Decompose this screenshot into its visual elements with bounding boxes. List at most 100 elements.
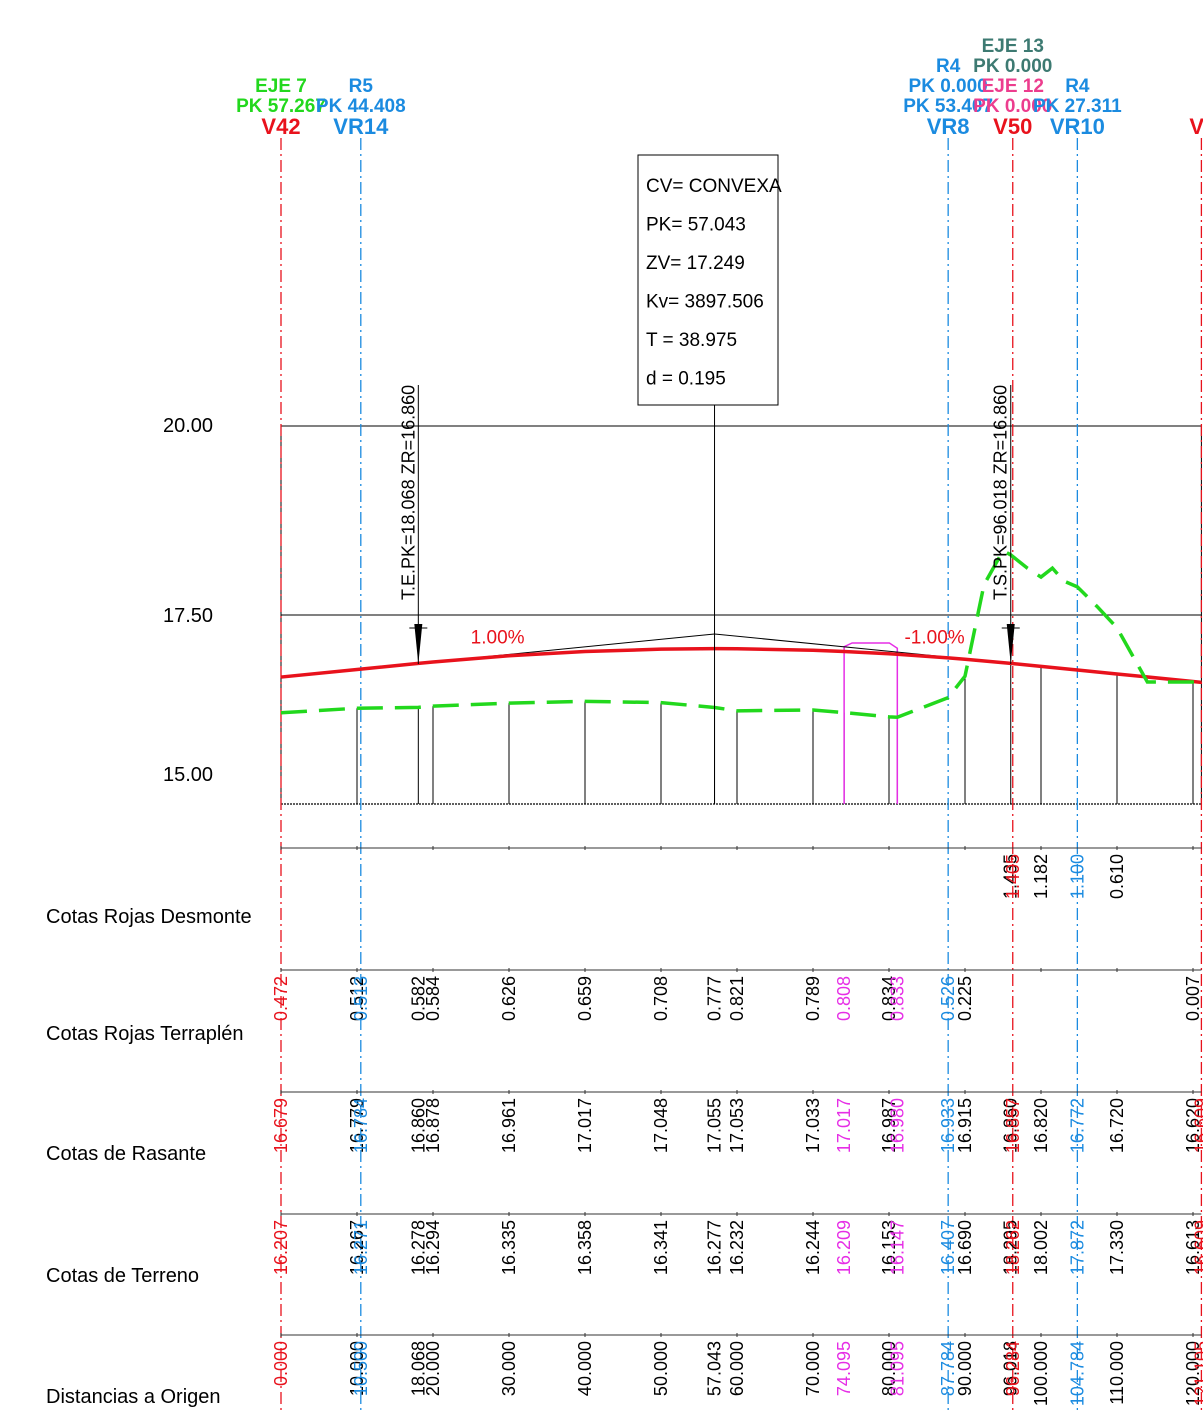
header-1-1: PK 44.408 (316, 96, 406, 117)
header-4-2: VR10 (1050, 114, 1105, 139)
cell-dist-12: 80.000 (879, 1341, 899, 1396)
info-line-0: CV= CONVEXA (646, 176, 782, 197)
cell-dist-7: 50.000 (651, 1341, 671, 1396)
cell-rasante-9: 17.053 (727, 1098, 747, 1153)
cell-desmonte-19: 1.100 (1067, 854, 1087, 899)
row-label-desmonte: Cotas Rojas Desmonte (46, 906, 252, 928)
cell-rasante-0: 16.679 (271, 1098, 291, 1153)
cell-terraplen-3: 0.582 (408, 976, 428, 1021)
header-0-1: PK 57.267 (236, 96, 326, 117)
cell-rasante-10: 17.033 (803, 1098, 823, 1153)
header-4-1: PK 27.311 (1033, 96, 1122, 117)
cell-terraplen-13: 0.833 (887, 976, 907, 1021)
cell-terreno-4: 16.294 (423, 1220, 443, 1275)
cell-terraplen-2: 0.513 (351, 976, 371, 1021)
cell-terraplen-1: 0.512 (347, 976, 367, 1021)
cell-dist-20: 110.000 (1107, 1341, 1127, 1405)
cell-terraplen-9: 0.821 (727, 976, 747, 1021)
row-label-terreno: Cotas de Terreno (46, 1265, 199, 1287)
cell-dist-4: 20.000 (423, 1341, 443, 1396)
cell-dist-22: 121.105 (1191, 1341, 1203, 1406)
cell-dist-19: 104.784 (1067, 1341, 1087, 1406)
cell-dist-6: 40.000 (575, 1341, 595, 1396)
cell-terreno-18: 18.002 (1031, 1220, 1051, 1275)
rasante-line (280, 646, 1202, 685)
cell-dist-13: 81.095 (887, 1341, 907, 1396)
annot-text-1: T.S.PK=96.018 ZR=16.860 (991, 385, 1011, 600)
header-3-0: EJE 13 (982, 36, 1044, 57)
cell-terreno-12: 16.153 (879, 1220, 899, 1275)
header-5-0: V5 (1189, 114, 1203, 139)
cell-rasante-21: 16.620 (1183, 1098, 1203, 1153)
tangent-annotations: T.E.PK=18.068 ZR=16.860 T.S.PK=96.018 ZR=… (398, 385, 1020, 664)
header-2-2: PK 53.407 (903, 96, 993, 117)
cell-dist-0: 0.000 (271, 1341, 291, 1386)
cell-dist-10: 70.000 (803, 1341, 823, 1396)
cell-terraplen-10: 0.789 (803, 976, 823, 1021)
cell-terreno-17: 18.262 (1003, 1220, 1023, 1275)
cell-terreno-3: 16.278 (408, 1220, 428, 1275)
cell-dist-8: 57.043 (705, 1341, 725, 1396)
cell-terreno-5: 16.335 (499, 1220, 519, 1275)
annot-text-0: T.E.PK=18.068 ZR=16.860 (398, 385, 418, 600)
cell-terreno-11: 16.209 (834, 1220, 854, 1275)
cell-dist-3: 18.068 (408, 1341, 428, 1396)
cell-dist-1: 10.000 (347, 1341, 367, 1396)
cell-terraplen-14: 0.526 (938, 976, 958, 1021)
y-label-20: 20.00 (163, 415, 213, 437)
header-3-1: PK 0.000 (973, 56, 1052, 77)
cell-rasante-11: 17.017 (834, 1098, 854, 1153)
cell-terreno-8: 16.277 (705, 1220, 725, 1275)
vertical-curve-info-box: CV= CONVEXA PK= 57.043 ZV= 17.249 Kv= 3897.… (637, 154, 782, 804)
cell-dist-2: 10.500 (351, 1341, 371, 1396)
header-1-2: VR14 (333, 114, 389, 139)
header-1-0: R5 (349, 76, 374, 97)
cell-dist-21: 120.000 (1183, 1341, 1203, 1406)
cell-dist-9: 60.000 (727, 1341, 747, 1396)
cell-rasante-3: 16.860 (408, 1098, 428, 1153)
header-2-0: R4 (936, 56, 961, 77)
cell-dist-15: 90.000 (955, 1341, 975, 1396)
cell-desmonte-16: 1.435 (1001, 854, 1021, 899)
info-line-5: d = 0.195 (646, 369, 726, 390)
cell-terraplen-0: 0.472 (271, 976, 291, 1021)
grade-label-1: -1.00% (904, 628, 964, 649)
row-label-distancias: Distancias a Origen (46, 1386, 221, 1408)
cell-terreno-14: 16.407 (938, 1220, 958, 1275)
header-2-3: VR8 (927, 114, 970, 139)
cell-dist-17: 96.284 (1003, 1341, 1023, 1396)
cell-dist-16: 96.018 (1001, 1341, 1021, 1396)
cell-rasante-16: 16.860 (1001, 1098, 1021, 1153)
cell-terraplen-7: 0.708 (651, 976, 671, 1021)
header-3-3: PK 0.000 (973, 96, 1052, 117)
cell-terraplen-21: 0.007 (1183, 976, 1203, 1021)
cell-terreno-1: 16.267 (347, 1220, 367, 1275)
cell-terreno-2: 16.271 (351, 1220, 371, 1275)
y-axis-labels: 20.00 17.50 15.00 (163, 415, 213, 786)
cell-rasante-1: 16.779 (347, 1098, 367, 1153)
cell-terreno-16: 18.295 (1001, 1220, 1021, 1275)
cell-terraplen-12: 0.834 (879, 976, 899, 1021)
cell-terreno-0: 16.207 (271, 1220, 291, 1275)
cell-terreno-22: 16.609 (1191, 1220, 1203, 1275)
cell-terraplen-4: 0.584 (423, 976, 443, 1021)
info-line-2: ZV= 17.249 (646, 253, 745, 274)
header-0-2: V42 (261, 114, 300, 139)
y-label-17-5: 17.50 (163, 605, 213, 627)
cell-desmonte-17: 1.405 (1003, 854, 1023, 899)
cell-rasante-20: 16.720 (1107, 1098, 1127, 1153)
info-line-4: T = 38.975 (646, 330, 737, 351)
cell-terraplen-15: 0.225 (955, 976, 975, 1021)
cell-terreno-6: 16.358 (575, 1220, 595, 1275)
cell-rasante-5: 16.961 (499, 1098, 519, 1153)
info-line-3: Kv= 3897.506 (646, 292, 764, 313)
cell-rasante-2: 16.784 (351, 1098, 371, 1153)
cell-desmonte-18: 1.182 (1031, 854, 1051, 899)
cell-rasante-15: 16.915 (955, 1098, 975, 1153)
header-0-0: EJE 7 (255, 76, 307, 97)
cell-dist-11: 74.095 (834, 1341, 854, 1396)
plot-frame (280, 425, 1202, 805)
header-2-1: PK 0.000 (909, 76, 988, 97)
cell-dist-5: 30.000 (499, 1341, 519, 1396)
